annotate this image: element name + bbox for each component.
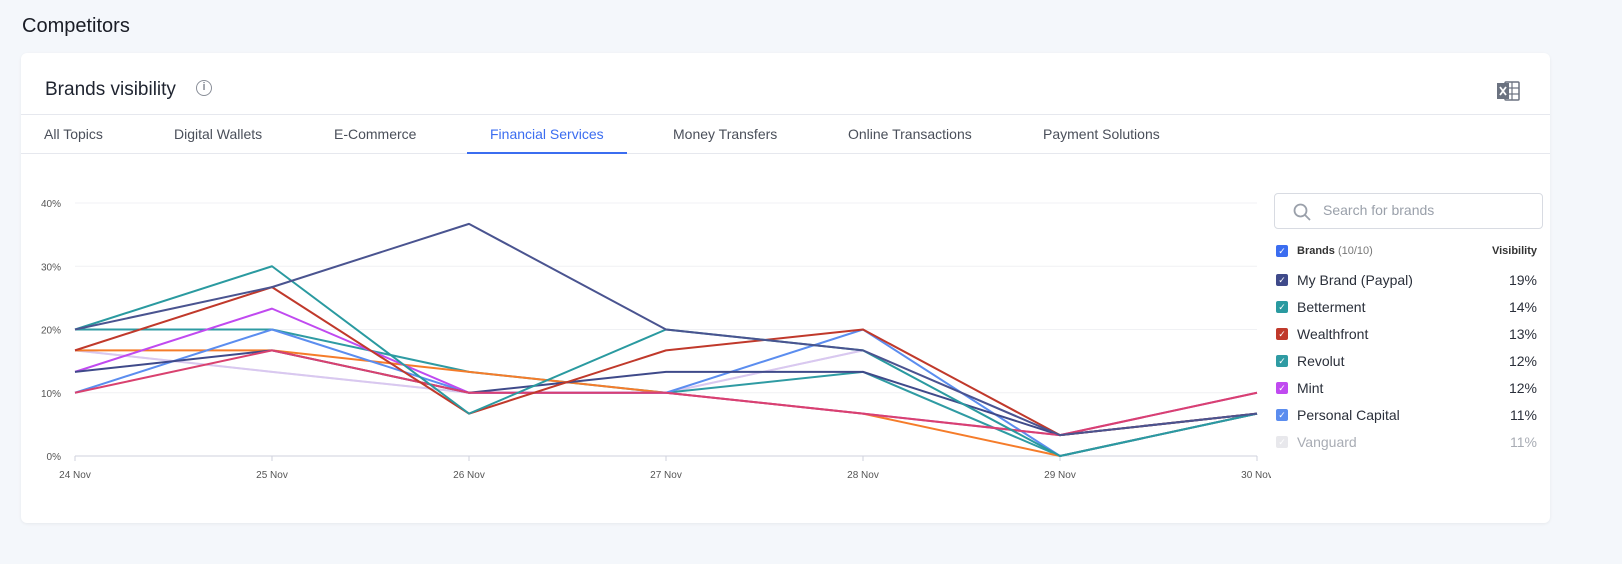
brands-label: Brands [1297, 245, 1335, 257]
card-title: Brands visibility [45, 79, 176, 100]
x-tick-label: 25 Nov [256, 470, 288, 481]
tab-payment-solutions[interactable]: Payment Solutions [1043, 126, 1160, 142]
legend-item[interactable]: ✓ My Brand (Paypal) 19% [1276, 271, 1537, 291]
legend-item[interactable]: ✓ Personal Capital 11% [1276, 406, 1537, 426]
tab-money-transfers[interactable]: Money Transfers [673, 126, 778, 142]
brand-visibility: 14% [1508, 299, 1537, 315]
brand-visibility: 12% [1508, 380, 1537, 396]
tab-all-topics[interactable]: All Topics [44, 126, 103, 142]
y-tick-label: 20% [41, 326, 61, 337]
visibility-header: Visibility [1491, 245, 1537, 257]
brand-checkbox[interactable]: ✓ [1276, 301, 1288, 313]
legend-item[interactable]: ✓ Revolut 12% [1276, 352, 1537, 372]
y-tick-label: 10% [41, 389, 61, 400]
x-tick-label: 24 Nov [59, 470, 91, 481]
x-tick-label: 27 Nov [650, 470, 682, 481]
brand-checkbox[interactable]: ✓ [1276, 328, 1288, 340]
legend-item[interactable]: ✓ Wealthfront 13% [1276, 325, 1537, 345]
x-tick-label: 26 Nov [453, 470, 485, 481]
series-line [74, 265, 1258, 457]
brand-name: My Brand (Paypal) [1297, 272, 1413, 288]
series-line [74, 286, 1258, 437]
brand-name: Personal Capital [1297, 407, 1400, 423]
brand-checkbox[interactable]: ✓ [1276, 382, 1288, 394]
brand-visibility: 11% [1510, 434, 1537, 450]
brand-visibility: 19% [1508, 272, 1537, 288]
brand-checkbox[interactable]: ✓ [1276, 436, 1288, 448]
brands-count: (10/10) [1337, 245, 1373, 257]
brand-search[interactable] [1274, 193, 1543, 229]
legend-item[interactable]: ✓ Betterment 14% [1276, 298, 1537, 318]
brand-visibility: 12% [1508, 353, 1537, 369]
visibility-line-chart: 0% 10% 20% 30% 40% 24 Nov 25 Nov 26 Nov 27 Nov 28… [41, 199, 1271, 481]
tab-digital-wallets[interactable]: Digital Wallets [174, 126, 263, 142]
info-icon[interactable]: i [196, 80, 212, 96]
legend-item[interactable]: ✓ Vanguard 11% [1276, 433, 1537, 453]
brand-search-input[interactable] [1323, 202, 1523, 218]
excel-icon[interactable] [1496, 80, 1520, 102]
brand-name: Betterment [1297, 299, 1366, 315]
x-tick-label: 30 Nov [1241, 470, 1271, 481]
x-tick-label: 29 Nov [1044, 470, 1076, 481]
brand-name: Vanguard [1297, 434, 1357, 450]
legend-header: ✓ Brands (10/10) Visibility [1276, 244, 1537, 260]
tab-financial-services[interactable]: Financial Services [467, 115, 627, 154]
x-tick-label: 28 Nov [847, 470, 879, 481]
brand-name: Wealthfront [1297, 326, 1369, 342]
series-line [75, 349, 1258, 457]
brand-name: Mint [1297, 380, 1324, 396]
brand-visibility: 13% [1508, 326, 1537, 342]
brand-visibility: 11% [1510, 407, 1537, 423]
brand-checkbox[interactable]: ✓ [1276, 355, 1288, 367]
y-tick-label: 30% [41, 262, 61, 273]
search-icon [1293, 203, 1311, 221]
tab-e-commerce[interactable]: E-Commerce [334, 126, 417, 142]
brand-name: Revolut [1297, 353, 1345, 369]
topic-tabs: All Topics Digital Wallets E-Commerce Finan… [21, 114, 1550, 154]
brands-visibility-card: Brands visibility i All Topics Digital Wa… [21, 53, 1550, 523]
y-tick-label: 40% [41, 199, 61, 210]
select-all-checkbox[interactable]: ✓ [1276, 245, 1288, 257]
y-tick-label: 0% [47, 452, 62, 463]
page-title: Competitors [22, 15, 130, 37]
brand-checkbox[interactable]: ✓ [1276, 274, 1288, 286]
brand-checkbox[interactable]: ✓ [1276, 409, 1288, 421]
tab-online-transactions[interactable]: Online Transactions [848, 126, 972, 142]
series-line [74, 222, 1258, 437]
legend-item[interactable]: ✓ Mint 12% [1276, 379, 1537, 399]
